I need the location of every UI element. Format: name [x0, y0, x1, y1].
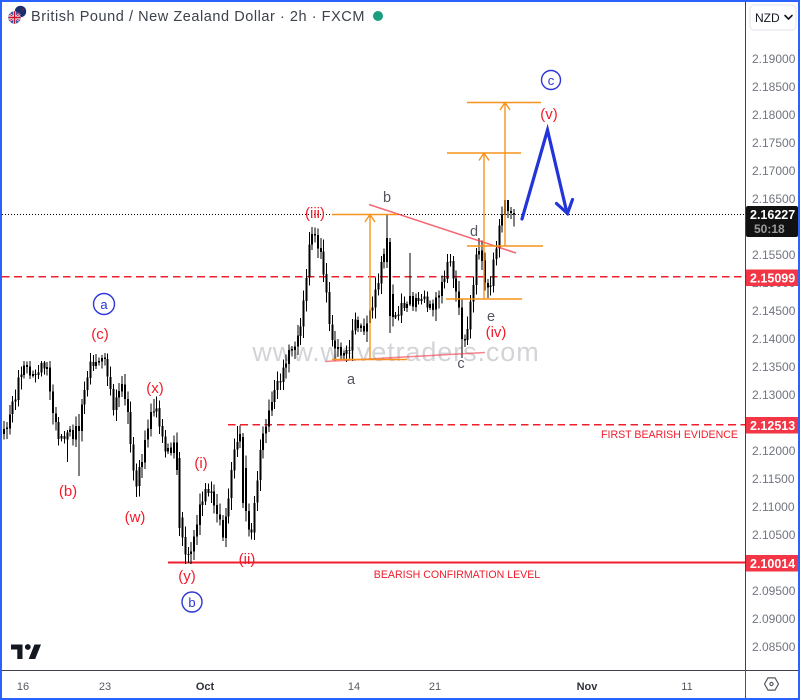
svg-text:2.08500: 2.08500	[752, 640, 796, 654]
svg-text:(x): (x)	[146, 380, 164, 397]
svg-text:2.17500: 2.17500	[752, 136, 796, 150]
svg-text:(c): (c)	[91, 326, 109, 343]
svg-text:2.16227: 2.16227	[750, 208, 795, 222]
svg-text:(ii): (ii)	[239, 551, 256, 568]
svg-text:Nov: Nov	[577, 681, 599, 693]
svg-text:2.17000: 2.17000	[752, 164, 796, 178]
svg-text:2.10500: 2.10500	[752, 528, 796, 542]
svg-text:(iv): (iv)	[486, 324, 507, 341]
svg-text:British Pound / New Zealand Do: British Pound / New Zealand Dollar · 2h …	[31, 9, 365, 25]
svg-text:2.10014: 2.10014	[750, 557, 795, 571]
svg-text:21: 21	[429, 681, 441, 693]
svg-text:Oct: Oct	[196, 681, 215, 693]
svg-text:e: e	[487, 309, 495, 325]
svg-text:2.16500: 2.16500	[752, 192, 796, 206]
svg-text:11: 11	[681, 681, 692, 693]
svg-text:2.11000: 2.11000	[752, 500, 795, 514]
svg-text:a: a	[347, 372, 356, 388]
svg-text:2.15099: 2.15099	[750, 272, 795, 286]
svg-text:d: d	[470, 224, 478, 240]
svg-text:2.12000: 2.12000	[752, 444, 796, 458]
svg-text:b: b	[188, 595, 195, 610]
svg-text:23: 23	[99, 681, 111, 693]
svg-text:FIRST BEARISH EVIDENCE: FIRST BEARISH EVIDENCE	[601, 429, 738, 441]
svg-text:2.13000: 2.13000	[752, 388, 796, 402]
svg-text:(y): (y)	[178, 568, 196, 585]
svg-text:2.14500: 2.14500	[752, 304, 796, 318]
svg-text:2.18000: 2.18000	[752, 108, 796, 122]
svg-text:2.19000: 2.19000	[752, 52, 796, 66]
svg-text:BEARISH CONFIRMATION LEVEL: BEARISH CONFIRMATION LEVEL	[374, 569, 540, 581]
svg-text:2.14000: 2.14000	[752, 332, 796, 346]
svg-text:16: 16	[17, 681, 29, 693]
svg-text:2.11500: 2.11500	[752, 472, 795, 486]
svg-text:(v): (v)	[540, 106, 558, 123]
svg-text:14: 14	[348, 681, 360, 693]
svg-text:2.09000: 2.09000	[752, 612, 796, 626]
svg-text:NZD: NZD	[755, 11, 780, 25]
svg-text:(iii): (iii)	[305, 205, 325, 222]
svg-text:2.13500: 2.13500	[752, 360, 796, 374]
svg-text:2.09500: 2.09500	[752, 584, 796, 598]
svg-text:www.wavetraders.com: www.wavetraders.com	[251, 337, 539, 367]
svg-text:2.18500: 2.18500	[752, 80, 796, 94]
svg-text:c: c	[548, 73, 555, 88]
svg-text:2.15500: 2.15500	[752, 248, 796, 262]
svg-text:2.12513: 2.12513	[750, 419, 795, 433]
svg-text:50:18: 50:18	[754, 222, 785, 236]
svg-text:a: a	[100, 297, 108, 312]
svg-text:c: c	[457, 356, 464, 372]
svg-text:(w): (w)	[125, 509, 146, 526]
svg-text:b: b	[383, 190, 391, 206]
svg-text:(i): (i)	[194, 455, 207, 472]
svg-text:(b): (b)	[59, 483, 77, 500]
